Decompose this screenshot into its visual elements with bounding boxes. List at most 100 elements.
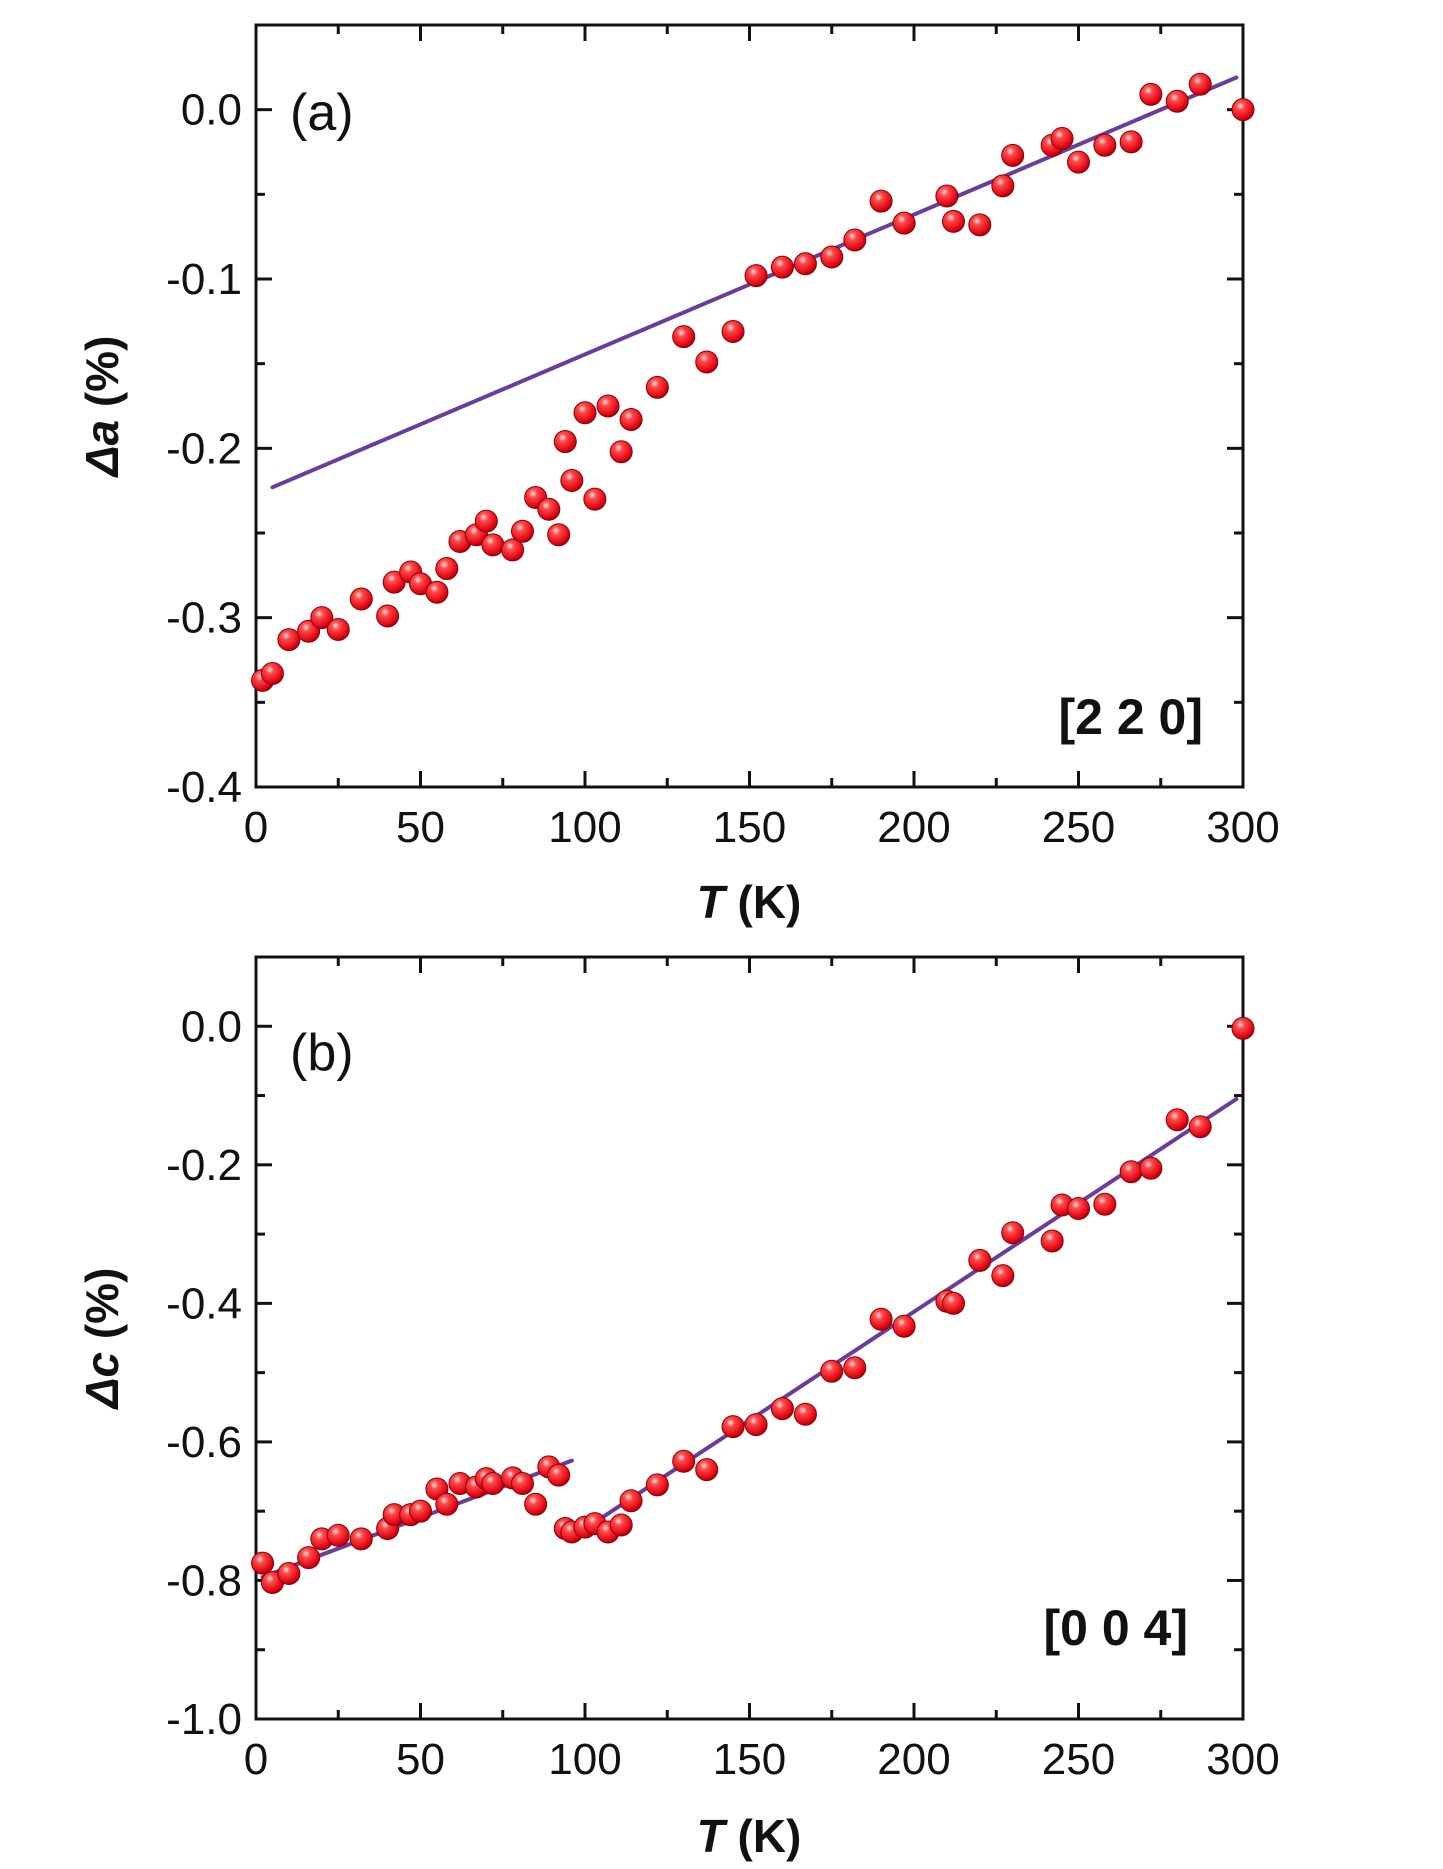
data-point-a	[1093, 133, 1117, 157]
data-point-b	[1040, 1229, 1064, 1253]
y-axis-ticks-a: -0.4 -0.3 -0.2 -0.1 0.0	[166, 86, 1243, 812]
panel-label-b: (b)	[290, 1024, 354, 1082]
y-tick-label-a: -0.1	[166, 255, 242, 304]
data-point-b	[991, 1264, 1015, 1288]
data-point-a	[382, 570, 406, 594]
data-point-a	[474, 509, 498, 533]
data-point-a	[560, 469, 584, 493]
x-axis-ticks-a: 0 50 100 150 200 250 300	[244, 25, 1280, 852]
data-point-b	[251, 1551, 275, 1575]
data-point-a	[553, 430, 577, 454]
data-point-b	[510, 1471, 534, 1495]
y-axis-title-b: Δc (%)	[76, 1268, 128, 1411]
x-tick-label-a: 100	[548, 803, 621, 852]
y-tick-label-a: 0.0	[181, 86, 242, 135]
data-point-b	[793, 1402, 817, 1426]
data-point-b	[1119, 1160, 1143, 1184]
x-axis-title-a: T (K)	[697, 876, 802, 928]
data-point-a	[349, 587, 373, 611]
x-tick-label-b: 50	[396, 1735, 445, 1784]
reflection-label-a: [2 2 0]	[1058, 689, 1203, 745]
data-point-b	[619, 1489, 643, 1513]
x-tick-label-a: 0	[244, 803, 268, 852]
data-point-b	[481, 1471, 505, 1495]
y-tick-label-b: -0.8	[166, 1556, 242, 1605]
y-tick-label-b: 0.0	[181, 1002, 242, 1051]
data-point-a	[645, 375, 669, 399]
data-point-a	[991, 174, 1015, 198]
data-point-a	[435, 557, 459, 581]
data-point-b	[409, 1499, 432, 1523]
data-point-a	[376, 604, 400, 628]
data-point-a	[260, 662, 284, 686]
data-point-a	[1050, 126, 1074, 150]
data-point-a	[1139, 82, 1163, 106]
y-tick-label-b: -0.6	[166, 1418, 242, 1467]
data-point-a	[1119, 130, 1143, 154]
data-point-a	[277, 628, 301, 652]
data-point-b	[820, 1359, 844, 1383]
data-point-b	[672, 1449, 696, 1473]
data-point-a	[1165, 89, 1189, 113]
y-tick-label-a: -0.4	[166, 763, 242, 812]
data-point-b	[843, 1356, 867, 1380]
data-points-a	[251, 72, 1255, 692]
data-point-b	[349, 1527, 373, 1551]
data-point-a	[619, 408, 643, 432]
data-point-a	[935, 184, 959, 208]
data-point-a	[481, 533, 505, 557]
data-point-b	[524, 1492, 548, 1516]
data-point-b	[609, 1513, 633, 1537]
x-axis-ticks-b: 0 50 100 150 200 250 300	[244, 957, 1280, 1784]
data-point-b	[1001, 1221, 1025, 1245]
data-point-b	[1188, 1115, 1212, 1139]
data-point-a	[547, 523, 571, 547]
y-tick-label-a: -0.3	[166, 594, 242, 643]
x-axis-title-b: T (K)	[697, 1810, 802, 1862]
data-point-a	[770, 255, 794, 279]
x-tick-label-b: 300	[1206, 1735, 1279, 1784]
x-tick-label-a: 50	[396, 803, 445, 852]
data-point-b	[645, 1473, 669, 1497]
y-tick-label-b: -0.4	[166, 1279, 242, 1328]
x-tick-label-b: 200	[877, 1735, 950, 1784]
x-tick-label-a: 150	[713, 803, 786, 852]
panel-a: 0 50 100 150 200 250 300 -0.4 -0.3 -0.2 -0.1 0.0 (…	[76, 23, 1280, 928]
data-point-b	[1165, 1108, 1189, 1132]
data-point-b	[547, 1463, 571, 1487]
data-point-b	[695, 1458, 719, 1482]
data-point-a	[695, 350, 719, 374]
data-point-b	[1231, 1016, 1255, 1040]
data-point-a	[537, 497, 561, 521]
data-point-b	[297, 1546, 321, 1570]
data-point-a	[1188, 72, 1212, 96]
x-tick-label-b: 150	[713, 1735, 786, 1784]
y-axis-title-a: Δa (%)	[76, 336, 128, 479]
data-point-a	[583, 487, 607, 511]
data-point-a	[968, 213, 992, 237]
data-point-a	[326, 618, 350, 642]
data-point-a	[310, 606, 334, 630]
data-point-a	[501, 538, 525, 562]
data-point-b	[941, 1291, 965, 1315]
data-point-b	[721, 1415, 745, 1439]
data-point-a	[793, 252, 817, 276]
data-point-b	[1139, 1156, 1163, 1180]
data-point-b	[1093, 1192, 1117, 1216]
data-point-a	[609, 440, 633, 464]
data-point-b	[744, 1413, 768, 1437]
panel-label-a: (a)	[290, 84, 354, 142]
data-point-a	[721, 319, 745, 343]
x-tick-label-a: 250	[1042, 803, 1115, 852]
y-tick-label-b: -0.2	[166, 1141, 242, 1190]
data-point-a	[843, 228, 867, 252]
data-point-a	[820, 245, 844, 269]
data-point-a	[672, 325, 696, 349]
data-point-a	[425, 580, 449, 604]
data-point-b	[435, 1492, 459, 1516]
data-point-a	[596, 394, 620, 418]
reflection-label-b: [0 0 4]	[1043, 1600, 1188, 1656]
y-tick-label-a: -0.2	[166, 424, 242, 473]
data-point-b	[277, 1562, 301, 1586]
data-point-a	[892, 211, 916, 235]
